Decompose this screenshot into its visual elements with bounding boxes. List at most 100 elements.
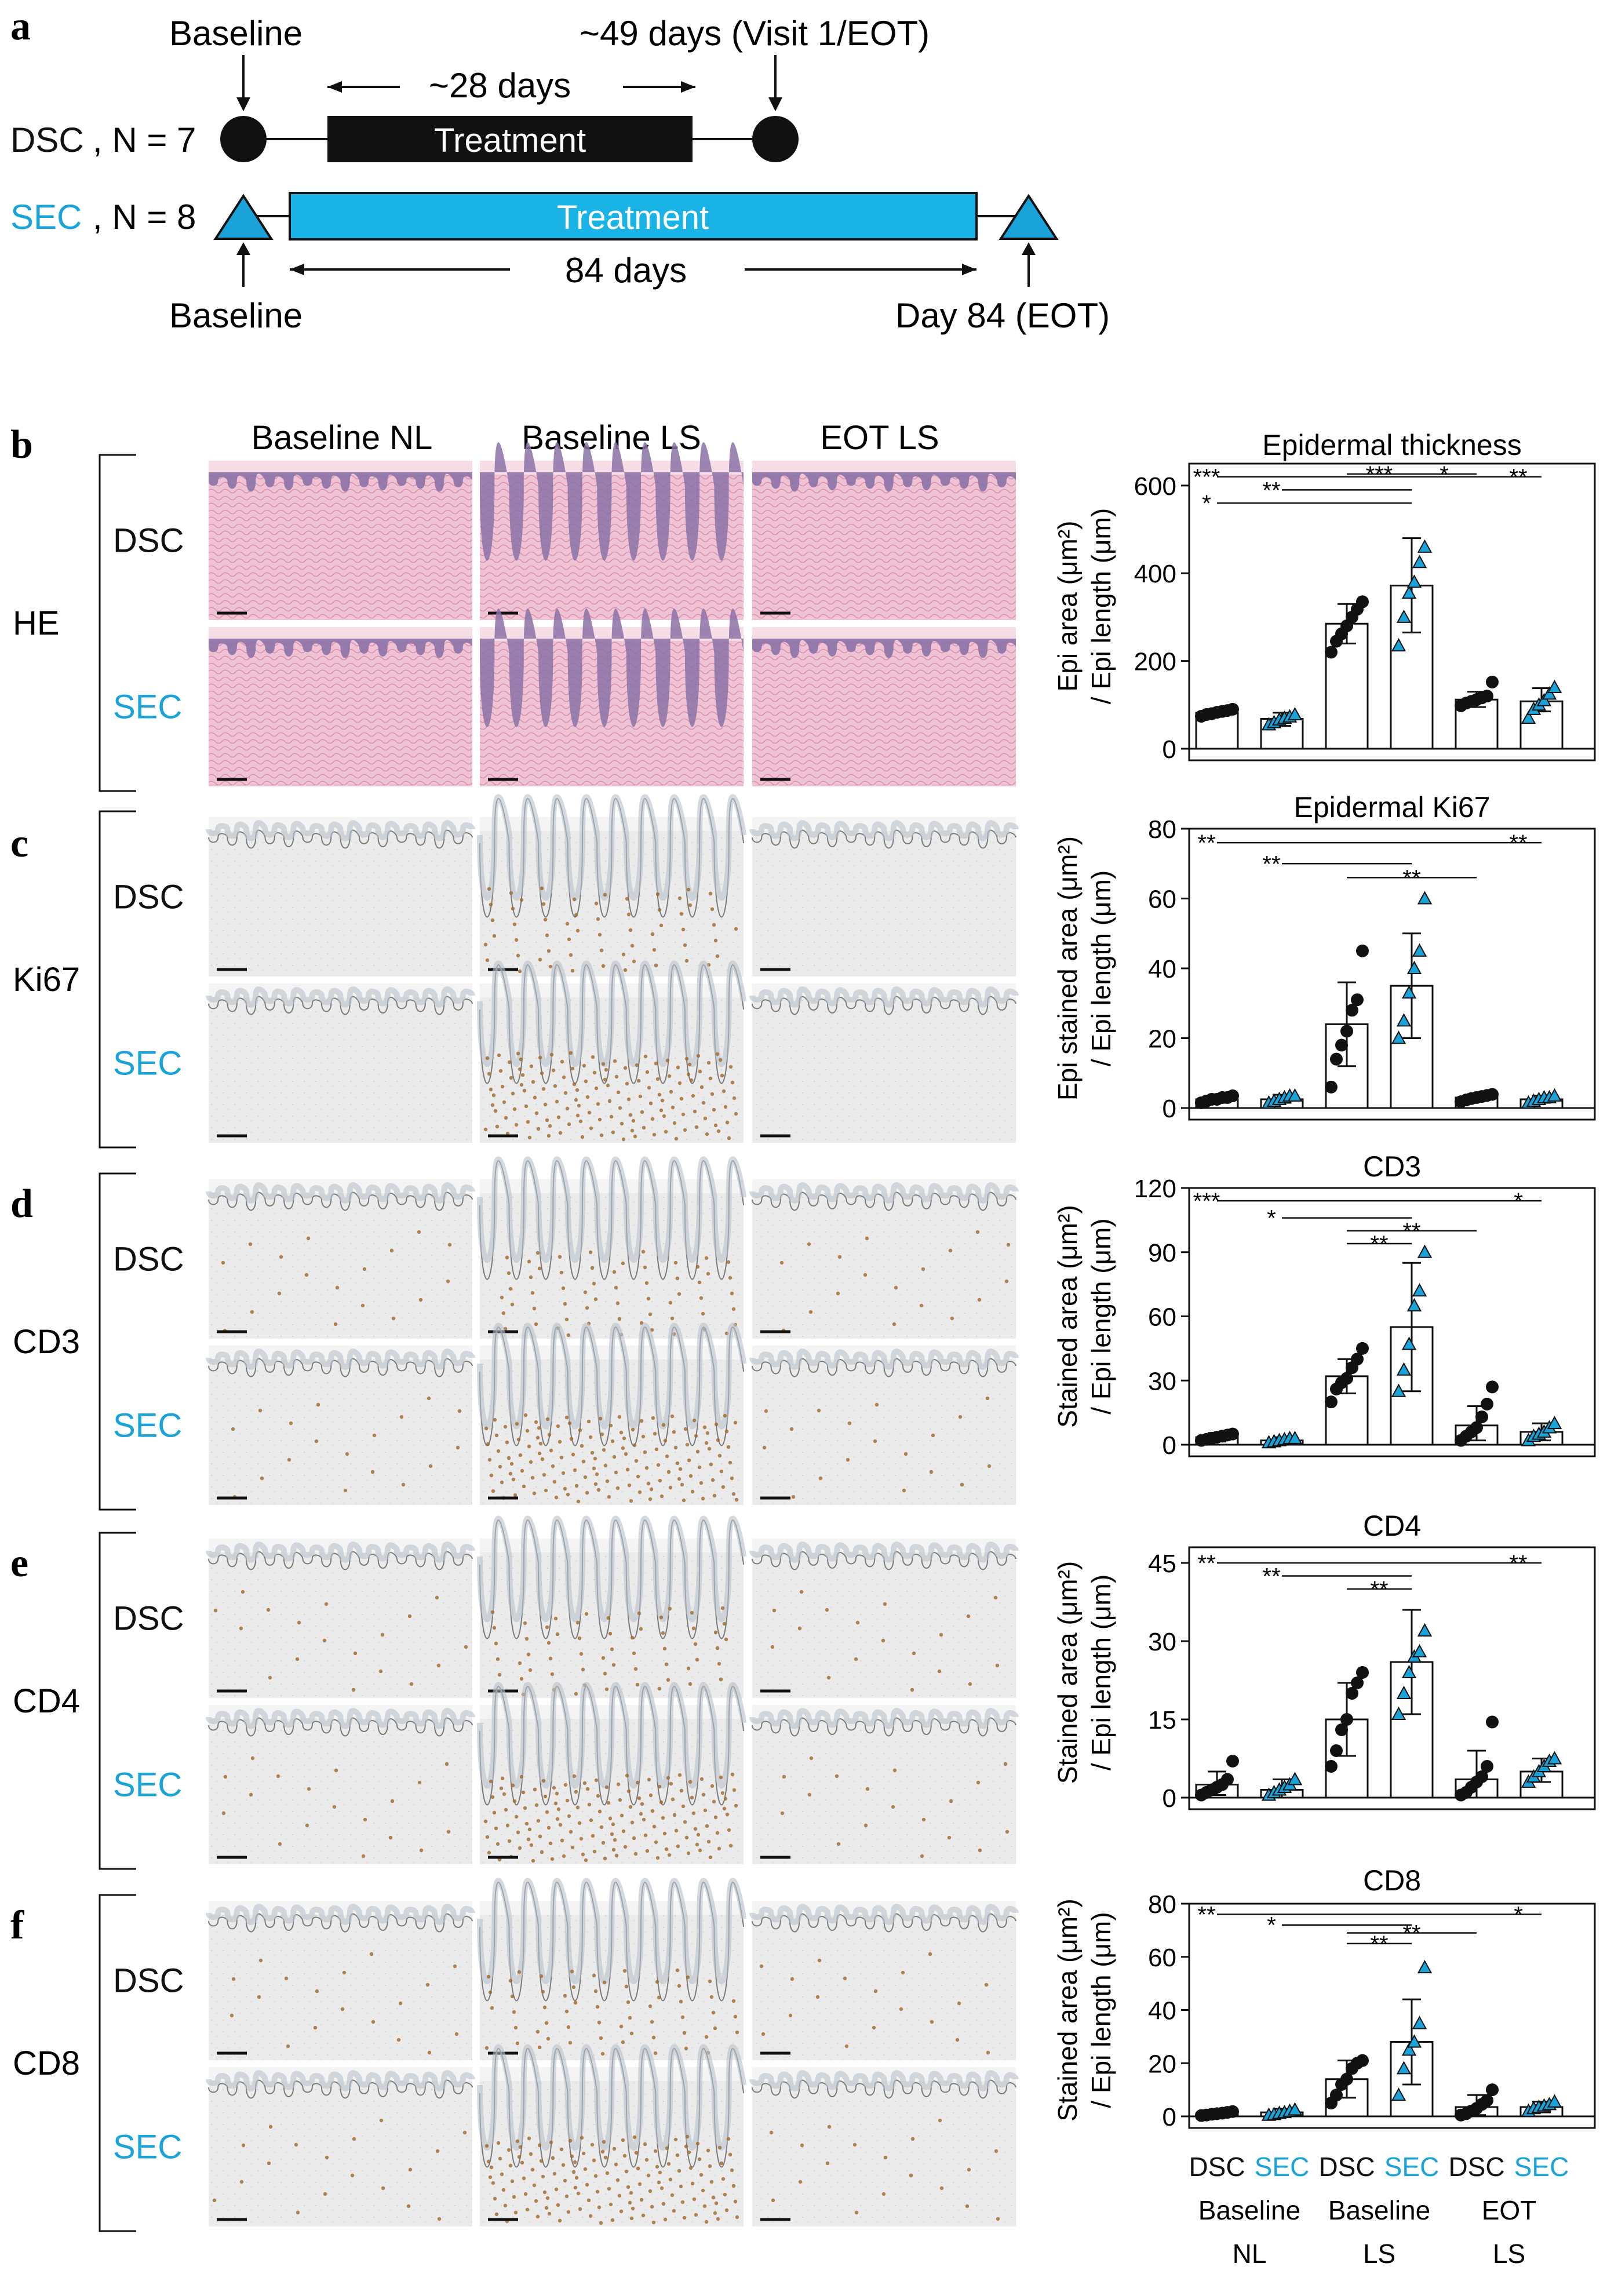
dsc-n-label: , N = 7: [93, 121, 196, 159]
data-point: [1401, 2042, 1417, 2056]
sec-duration-label: 84 days: [565, 251, 687, 290]
data-point: [1340, 1713, 1353, 1726]
micrograph-he-dsc-0: [209, 461, 472, 620]
significance-mark: **: [1509, 830, 1527, 856]
data-point: [1470, 1421, 1483, 1434]
y-tick-label: 0: [1163, 735, 1176, 764]
micrograph-cd4-dsc-2: [749, 1539, 1019, 1698]
data-point: [1486, 675, 1499, 688]
significance-mark: **: [1509, 465, 1527, 490]
row-label-sec: SEC: [113, 1407, 182, 1445]
chart-title: CD8: [1363, 1864, 1421, 1897]
y-axis-label: Stained area (μm²) / Epi length (μm): [1052, 1205, 1116, 1427]
y-tick-label: 0: [1163, 1095, 1176, 1123]
data-point: [1417, 539, 1433, 553]
significance-mark: **: [1197, 1902, 1215, 1927]
micrograph-grid: Baseline NL Baseline LS EOT LS HE DSC SEC K…: [13, 419, 1019, 2232]
column-header-baseline-ls: Baseline LS: [522, 419, 701, 457]
data-point: [1406, 2034, 1422, 2048]
sec-eot-marker: [999, 194, 1059, 240]
bar-charts: Epidermal thickness Epi area (μm²) / Epi l…: [1052, 429, 1596, 2131]
y-axis-label: Epi area (μm²) / Epi length (μm): [1052, 508, 1116, 704]
significance-mark: **: [1262, 1564, 1280, 1590]
row-label-dsc: DSC: [113, 522, 184, 560]
y-tick-label: 90: [1148, 1239, 1176, 1267]
dsc-treatment-bar: [327, 116, 693, 162]
y-tick-label: 0: [1163, 1784, 1176, 1813]
y-tick-label: 20: [1148, 2050, 1176, 2078]
micrograph-ki67-dsc-1: [477, 794, 746, 976]
data-point: [1417, 1623, 1433, 1637]
stain-label-cd4: CD4: [13, 1682, 80, 1720]
data-point: [1335, 1723, 1348, 1736]
y-tick-label: 0: [1163, 1431, 1176, 1460]
data-point: [1221, 1773, 1234, 1786]
significance-mark: **: [1370, 1231, 1388, 1257]
y-tick-label: 30: [1148, 1367, 1176, 1395]
dsc-duration-label: ~28 days: [429, 66, 571, 105]
data-point: [1325, 1760, 1338, 1773]
data-point: [1391, 2087, 1406, 2101]
significance-mark: *: [1514, 1902, 1523, 1927]
data-point: [1412, 1643, 1427, 1657]
x-tick-label: DSC: [1189, 2152, 1245, 2182]
data-point: [1486, 1088, 1499, 1101]
data-point: [1417, 1244, 1433, 1258]
data-point: [1481, 1760, 1493, 1773]
data-point: [1346, 1687, 1358, 1700]
data-point: [1396, 2061, 1412, 2075]
chart-2: CD3 Stained area (μm²) / Epi length (μm) 0 3…: [1052, 1150, 1596, 1460]
micrograph-cd8-sec-0: [206, 2067, 475, 2226]
micrograph-ki67-dsc-0: [206, 817, 475, 976]
significance-mark: **: [1197, 830, 1215, 856]
micrograph-he-sec-0: [209, 627, 472, 786]
chart-1: Epidermal Ki67 Epi stained area (μm²) / Ep…: [1052, 791, 1596, 1123]
y-tick-label: 600: [1134, 472, 1176, 501]
data-point: [1536, 693, 1552, 706]
data-point: [1396, 609, 1412, 623]
y-tick-label: 80: [1148, 815, 1176, 844]
significance-mark: **: [1262, 478, 1280, 503]
micrograph-ki67-sec-1: [477, 960, 746, 1143]
data-point: [1226, 1427, 1239, 1441]
micrograph-he-dsc-1: [480, 442, 744, 620]
data-point: [1351, 1353, 1364, 1366]
data-point: [1475, 1770, 1488, 1783]
dsc-end-label: ~49 days (Visit 1/EOT): [580, 14, 930, 53]
micrograph-he-sec-2: [752, 627, 1016, 786]
stain-bracket: [99, 1172, 136, 1511]
data-point: [1330, 2089, 1343, 2102]
significance-mark: **: [1197, 1551, 1215, 1576]
significance-mark: *: [1202, 491, 1211, 516]
data-point: [1406, 574, 1422, 588]
data-point: [1351, 1677, 1364, 1689]
data-point: [1412, 555, 1427, 568]
data-point: [1481, 2094, 1493, 2107]
data-point: [1412, 2016, 1427, 2029]
panel-letter-e: e: [10, 1541, 28, 1586]
data-point: [1396, 1685, 1412, 1699]
data-point: [1521, 710, 1536, 724]
significance-mark: **: [1370, 1931, 1388, 1957]
micrograph-cd8-dsc-0: [206, 1901, 475, 2060]
significance-mark: ***: [1366, 462, 1393, 487]
y-tick-label: 15: [1148, 1706, 1176, 1734]
x-group-label: Baseline: [1328, 2195, 1430, 2225]
chart-4: CD8 Stained area (μm²) / Epi length (μm) 0 2…: [1052, 1864, 1596, 2131]
y-axis-label: Stained area (μm²) / Epi length (μm): [1052, 1898, 1116, 2121]
micrograph-cd3-sec-2: [749, 1346, 1019, 1505]
row-label-dsc: DSC: [113, 1600, 184, 1638]
data-point: [1406, 960, 1422, 974]
y-tick-label: 80: [1148, 1890, 1176, 1919]
data-point: [1401, 985, 1417, 999]
significance-mark: **: [1370, 1577, 1388, 1602]
data-point: [1547, 2094, 1562, 2108]
data-point: [1356, 1666, 1369, 1679]
significance-mark: ***: [1193, 1189, 1220, 1214]
chart-title: CD3: [1363, 1150, 1421, 1183]
y-axis-label: Stained area (μm²) / Epi length (μm): [1052, 1561, 1116, 1784]
data-point: [1417, 1960, 1433, 1974]
micrograph-cd8-sec-2: [749, 2067, 1019, 2226]
chart-3: CD4 Stained area (μm²) / Epi length (μm) 0 1…: [1052, 1510, 1596, 1813]
significance-mark: *: [1514, 1189, 1523, 1214]
